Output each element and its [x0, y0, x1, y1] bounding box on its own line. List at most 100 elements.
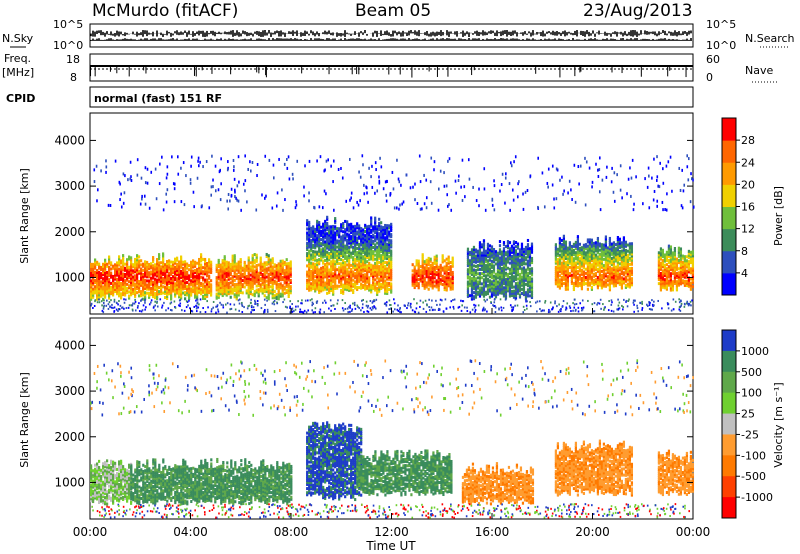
scatter-cell — [320, 229, 323, 233]
scatter-cell — [586, 244, 590, 248]
scatter-cell — [500, 285, 504, 289]
scatter-cell — [366, 249, 369, 253]
scatter-cell — [374, 288, 377, 292]
scatter-cell — [144, 268, 147, 272]
scatter-cell — [174, 278, 177, 282]
scatter-cell — [528, 253, 532, 257]
scatter-cell — [241, 291, 244, 295]
scatter-cell — [336, 253, 339, 257]
scatter-cell — [182, 262, 185, 266]
scatter-cell — [417, 278, 420, 282]
scatter-cell — [257, 263, 260, 267]
scatter-cell — [506, 277, 510, 281]
scatter-cell — [330, 278, 333, 282]
scatter-cell — [354, 224, 357, 228]
scatter-cell — [362, 255, 365, 259]
scatter-cell — [476, 282, 480, 286]
scatter-cell — [128, 255, 131, 259]
scatter-cell — [366, 256, 369, 260]
scatter-cell — [502, 275, 506, 279]
scatter-cell — [148, 285, 151, 289]
scatter-cell — [267, 266, 270, 270]
scatter-cell — [600, 276, 604, 280]
scatter-cell — [156, 297, 159, 301]
scatter-cell — [572, 269, 576, 273]
scatter-cell — [322, 232, 325, 236]
scatter-cell — [350, 245, 353, 249]
scatter-cell — [468, 263, 472, 267]
scatter-cell — [614, 271, 618, 275]
scatter-cell — [350, 286, 353, 290]
scatter-cell — [215, 267, 218, 271]
scatter-cell — [480, 267, 484, 271]
scatter-cell — [202, 288, 205, 292]
scatter-cell — [356, 273, 359, 277]
scatter-cell — [92, 275, 95, 279]
scatter-cell — [384, 248, 387, 252]
scatter-cell — [368, 253, 371, 257]
scatter-cell — [592, 258, 596, 262]
scatter-cell — [227, 285, 230, 289]
scatter-cell — [572, 261, 576, 265]
scatter-cell — [516, 256, 520, 260]
scatter-cell — [308, 239, 311, 243]
scatter-cell — [368, 286, 371, 290]
scatter-cell — [492, 276, 496, 280]
scatter-cell — [474, 273, 478, 277]
scatter-cell — [306, 278, 309, 282]
scatter-cell — [616, 266, 620, 270]
scatter-cell — [372, 233, 375, 237]
freq-tick-bottom: 8 — [70, 71, 77, 84]
scatter-cell — [334, 247, 337, 251]
scatter-cell — [488, 275, 492, 279]
scatter-cell — [261, 289, 264, 293]
scatter-cell — [352, 282, 355, 286]
scatter-cell — [508, 253, 512, 257]
scatter-cell — [451, 270, 454, 274]
scatter-cell — [114, 273, 117, 277]
scatter-cell — [376, 288, 379, 292]
scatter-cell — [223, 269, 226, 273]
scatter-cell — [287, 278, 290, 282]
scatter-cell — [346, 271, 349, 275]
scatter-cell — [344, 263, 347, 267]
scatter-cell — [233, 266, 236, 270]
scatter-cell — [566, 250, 570, 254]
scatter-cell — [346, 242, 349, 246]
scatter-cell — [612, 251, 616, 255]
scatter-cell — [364, 234, 367, 238]
scatter-cell — [484, 284, 488, 288]
scatter-cell — [468, 261, 472, 265]
scatter-cell — [470, 258, 474, 262]
scatter-cell — [612, 280, 616, 284]
scatter-cell — [380, 235, 383, 239]
scatter-cell — [281, 271, 284, 275]
scatter-cell — [249, 285, 252, 289]
scatter-cell — [257, 288, 260, 292]
scatter-cell — [255, 290, 258, 294]
scatter-cell — [433, 257, 436, 261]
scatter-cell — [170, 287, 173, 291]
scatter-cell — [451, 264, 454, 268]
scatter-cell — [370, 218, 373, 222]
scatter-cell — [223, 263, 226, 267]
scatter-cell — [562, 267, 566, 271]
scatter-cell — [425, 275, 428, 279]
scatter-cell — [196, 261, 199, 265]
scatter-cell — [206, 284, 209, 288]
scatter-cell — [358, 224, 361, 228]
scatter-cell — [350, 255, 353, 259]
scatter-cell — [130, 270, 133, 274]
scatter-cell — [354, 237, 357, 241]
scatter-cell — [449, 287, 452, 291]
scatter-cell — [413, 286, 416, 290]
scatter-cell — [360, 241, 363, 245]
scatter-cell — [374, 247, 377, 251]
scatter-cell — [322, 253, 325, 257]
scatter-cell — [164, 265, 167, 269]
scatter-cell — [285, 278, 288, 282]
scatter-cell — [372, 258, 375, 262]
scatter-cell — [608, 282, 612, 286]
scatter-cell — [580, 246, 584, 250]
scatter-cell — [602, 245, 606, 249]
